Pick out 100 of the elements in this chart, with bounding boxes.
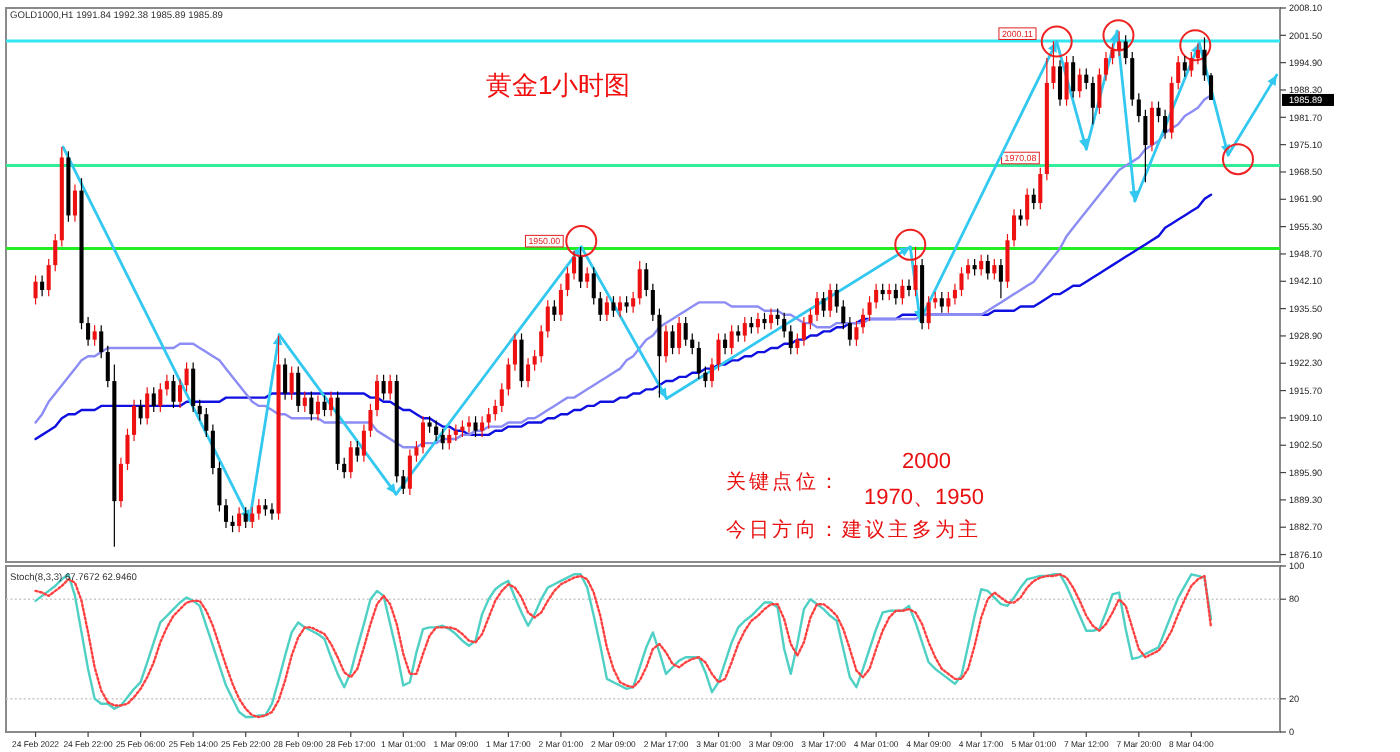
candlestick	[788, 324, 793, 355]
candlestick	[1123, 34, 1128, 65]
candlestick	[1149, 100, 1154, 152]
candlestick	[1136, 92, 1141, 123]
candlestick	[40, 274, 45, 297]
candlestick	[598, 291, 603, 322]
candlestick	[696, 341, 701, 380]
candlestick	[191, 361, 196, 413]
annotation: 今日方向：建议主多为主	[726, 518, 982, 542]
candlestick	[683, 316, 688, 347]
candlestick	[769, 308, 774, 330]
candlestick	[801, 316, 806, 347]
candlestick	[532, 349, 537, 372]
candlestick	[92, 324, 97, 347]
candlestick	[841, 299, 846, 330]
candlestick	[1077, 67, 1082, 99]
candlestick	[302, 390, 307, 413]
candlestick	[893, 283, 898, 306]
candlestick	[269, 502, 274, 521]
candlestick	[250, 506, 255, 529]
candlestick	[447, 428, 452, 450]
candlestick	[401, 469, 406, 495]
candlestick	[860, 308, 866, 335]
candlestick	[545, 299, 550, 339]
candlestick	[959, 266, 964, 297]
candlestick	[979, 254, 984, 277]
candlestick	[289, 365, 294, 401]
candlestick	[184, 361, 189, 393]
candlestick	[486, 407, 491, 430]
candlestick	[434, 419, 439, 442]
candlestick	[72, 183, 77, 223]
candlestick	[1084, 67, 1089, 90]
candlestick	[440, 428, 445, 450]
candlestick	[552, 299, 557, 322]
candlestick	[998, 258, 1003, 299]
candlestick	[33, 274, 38, 306]
candlestick	[388, 374, 393, 401]
candlestick	[670, 324, 675, 355]
candlestick	[309, 390, 314, 421]
candlestick	[53, 233, 58, 272]
candlestick	[1117, 30, 1122, 57]
candlestick	[296, 365, 301, 413]
candlestick	[145, 386, 150, 426]
candlestick	[493, 399, 498, 421]
candlestick	[946, 291, 951, 314]
annotation: 2000	[902, 450, 951, 474]
candlestick	[407, 448, 412, 496]
candlestick	[723, 332, 728, 355]
candlestick	[204, 407, 209, 438]
candlestick	[631, 291, 636, 314]
candlestick	[1202, 36, 1207, 82]
candlestick	[237, 506, 242, 533]
candlestick	[348, 440, 353, 479]
candlestick	[644, 262, 649, 297]
candlestick	[1097, 67, 1102, 115]
candlestick	[939, 291, 944, 314]
candlestick	[703, 365, 708, 388]
candlestick	[1090, 76, 1095, 125]
candlestick	[913, 246, 918, 297]
candlestick	[604, 295, 609, 322]
candlestick	[342, 457, 347, 479]
candlestick	[1064, 55, 1069, 107]
candlestick	[256, 498, 261, 521]
candlestick	[322, 394, 327, 417]
candlestick	[1025, 187, 1030, 227]
annotation: 关键点位：	[726, 470, 842, 494]
candlestick	[814, 291, 820, 322]
candlestick	[585, 266, 590, 289]
candlestick	[105, 345, 110, 388]
candlestick	[1071, 55, 1076, 99]
candlestick	[466, 415, 472, 434]
candlestick	[755, 312, 760, 335]
candlestick	[690, 332, 695, 355]
candlestick	[171, 374, 176, 409]
candlestick	[512, 332, 517, 372]
candlestick	[847, 316, 852, 347]
candlestick	[473, 415, 478, 438]
candlestick	[99, 324, 104, 359]
candlestick	[834, 283, 839, 314]
candlestick	[874, 283, 879, 310]
candlestick	[539, 324, 544, 364]
candlestick	[1031, 187, 1036, 210]
candlestick	[177, 378, 183, 409]
candlestick	[46, 258, 51, 297]
candlestick	[381, 374, 386, 401]
candlestick	[1038, 167, 1043, 210]
text: 黄金1小时图	[486, 70, 631, 100]
candlestick	[854, 320, 859, 347]
candlestick	[355, 440, 360, 463]
candlestick	[158, 382, 163, 413]
candlestick	[821, 291, 826, 318]
candlestick	[795, 332, 800, 355]
candlestick	[283, 357, 288, 401]
candlestick	[526, 357, 531, 388]
candlestick	[828, 283, 833, 318]
candlestick	[329, 390, 334, 417]
candlestick	[315, 394, 320, 421]
candlestick	[1182, 55, 1187, 78]
candlestick	[1143, 109, 1148, 183]
candlestick	[1176, 55, 1181, 90]
